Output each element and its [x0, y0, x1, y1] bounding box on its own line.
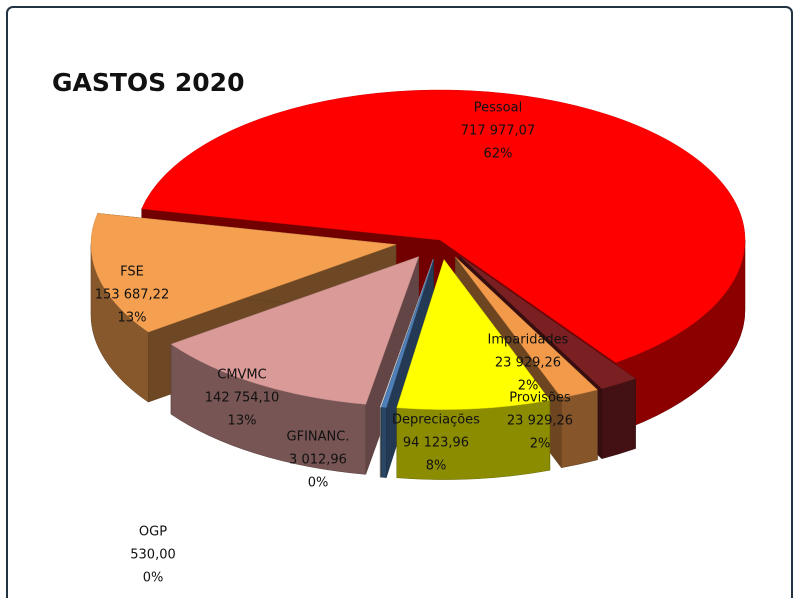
slice-label-value: 23 929,26 — [507, 414, 573, 429]
slice-label-percent: 0% — [308, 476, 329, 491]
slice-top — [459, 255, 637, 389]
slice-top — [381, 259, 434, 408]
slice-top — [170, 256, 420, 405]
slice-label-name: Imparidades — [488, 333, 569, 348]
slice-label-percent: 8% — [426, 459, 447, 474]
slice-top — [396, 259, 551, 410]
slice-top — [141, 89, 746, 363]
slice-top — [455, 256, 598, 399]
slice-label-name: GFINANC. — [287, 430, 350, 445]
slice-wall — [381, 406, 387, 478]
slice-label-name: CMVMC — [217, 368, 266, 383]
slice-label-percent: 2% — [530, 437, 551, 452]
slice-label-name: Provisões — [509, 391, 571, 406]
slice-label-percent: 2% — [518, 379, 539, 394]
pie — [90, 89, 746, 480]
slice-label-value: 530,00 — [130, 548, 176, 563]
slice-label-value: 23 929,26 — [495, 356, 561, 371]
slice-wall — [601, 378, 636, 460]
slice-label-value: 94 123,96 — [403, 436, 469, 451]
slice-label-percent: 13% — [228, 414, 257, 429]
labels: Pessoal 717 977,07 62% Imparidades 23 929,26… — [95, 101, 573, 586]
slice-label-value: 153 687,22 — [95, 288, 169, 303]
slice — [396, 258, 551, 480]
slice-top — [379, 259, 434, 408]
slice-top — [90, 213, 397, 333]
chart-title: GASTOS 2020 — [52, 68, 244, 97]
slice-label-percent: 62% — [484, 147, 513, 162]
slice-label-percent: 13% — [118, 311, 147, 326]
slice-label-value: 142 754,10 — [205, 391, 279, 406]
slice-label-percent: 0% — [143, 571, 164, 586]
slice-label-name: FSE — [120, 265, 144, 280]
slice-label-name: Depreciações — [392, 413, 480, 428]
slice-label-value: 717 977,07 — [461, 124, 535, 139]
slice-label-value: 3 012,96 — [289, 453, 347, 468]
slice-label-name: OGP — [139, 525, 167, 540]
slice-wall — [379, 406, 382, 478]
slice-label-name: Pessoal — [474, 101, 522, 116]
slice — [170, 256, 420, 475]
